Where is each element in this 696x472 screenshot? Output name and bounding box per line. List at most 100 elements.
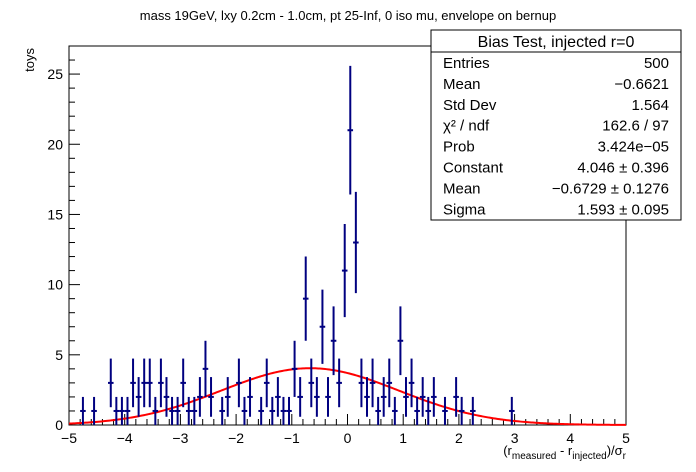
y-axis-label: toys — [22, 48, 37, 72]
x-tick-label: 4 — [566, 430, 574, 446]
data-point — [336, 358, 342, 408]
data-point — [325, 377, 331, 417]
x-tick-label: 1 — [399, 430, 407, 446]
stats-row-value: 4.046 ± 0.396 — [577, 160, 669, 177]
stats-row-value: −0.6729 ± 0.1276 — [552, 180, 669, 197]
x-axis-label-part: - r — [556, 443, 573, 458]
data-point — [314, 377, 320, 417]
x-tick-label: −5 — [61, 430, 77, 446]
x-tick-label: 3 — [511, 430, 519, 446]
data-point — [91, 396, 97, 425]
stats-row-value: 3.424e−05 — [598, 139, 669, 156]
data-point — [208, 377, 214, 417]
x-tick-label: 0 — [344, 430, 352, 446]
data-point — [263, 358, 270, 408]
data-point — [180, 358, 186, 408]
y-tick-label: 10 — [47, 277, 63, 293]
data-point — [241, 396, 248, 425]
x-axis-label-part: )/σ — [607, 443, 623, 458]
data-point — [286, 396, 292, 425]
data-point — [341, 224, 348, 318]
stats-row-value: 1.564 — [631, 97, 669, 114]
stats-row-value: 1.593 ± 0.095 — [577, 201, 669, 218]
stats-row-label: Prob — [443, 139, 475, 156]
data-point — [197, 377, 203, 417]
data-point — [219, 396, 225, 425]
data-point — [247, 377, 253, 417]
data-point — [113, 396, 120, 425]
data-point — [152, 396, 159, 425]
y-tick-label: 5 — [55, 347, 63, 363]
stats-row-label: Entries — [443, 55, 490, 72]
stats-row-label: Sigma — [443, 201, 486, 218]
data-point — [386, 358, 393, 408]
data-point — [319, 289, 326, 364]
data-point — [146, 358, 153, 408]
data-point — [364, 377, 370, 417]
stats-row-value: 500 — [644, 55, 669, 72]
stats-row-label: χ² / ndf — [443, 118, 490, 135]
data-point — [308, 358, 315, 408]
data-point — [174, 396, 181, 425]
data-point — [431, 377, 437, 417]
data-point — [458, 396, 465, 425]
y-tick-label: 15 — [47, 206, 63, 222]
data-point — [419, 377, 426, 417]
y-tick-label: 20 — [47, 136, 63, 152]
data-point — [358, 358, 365, 408]
data-point — [302, 256, 309, 341]
data-point — [119, 396, 125, 425]
x-tick-label: 2 — [455, 430, 463, 446]
data-point — [392, 396, 398, 425]
data-point — [397, 306, 404, 376]
x-tick-label: −1 — [284, 430, 300, 446]
x-tick-label: 5 — [622, 430, 630, 446]
data-point — [107, 358, 114, 408]
stats-row-value: −0.6621 — [614, 76, 669, 93]
data-point — [403, 377, 409, 417]
data-point — [280, 396, 287, 425]
x-axis-label-subscript: r — [623, 451, 627, 462]
x-tick-label: −4 — [117, 430, 133, 446]
stats-row-label: Constant — [443, 160, 504, 177]
gaussian-fit-curve — [68, 367, 627, 426]
data-point — [163, 377, 170, 417]
data-point — [453, 377, 459, 417]
data-point — [124, 396, 131, 425]
data-point — [130, 358, 136, 408]
data-point — [80, 396, 86, 425]
data-point — [275, 377, 281, 417]
x-tick-label: −3 — [172, 430, 188, 446]
data-point — [258, 396, 264, 425]
data-point — [408, 358, 415, 408]
data-point — [347, 65, 354, 195]
x-axis-label-part: (r — [503, 443, 512, 458]
data-point — [509, 396, 515, 425]
data-point — [425, 396, 432, 425]
data-point — [442, 396, 448, 425]
data-point — [291, 340, 298, 397]
data-point — [185, 396, 192, 425]
stats-row-value: 162.6 / 97 — [602, 118, 669, 135]
data-point — [202, 340, 209, 397]
data-point — [169, 396, 175, 425]
data-point — [353, 191, 359, 294]
x-tick-label: −2 — [228, 430, 244, 446]
data-point — [135, 377, 142, 417]
chart-title: mass 19GeV, lxy 0.2cm - 1.0cm, pt 25-Inf… — [140, 8, 556, 23]
data-point — [369, 358, 376, 408]
x-axis-label-subscript: injected — [572, 451, 606, 462]
data-point — [224, 377, 231, 417]
stats-row-label: Std Dev — [443, 97, 497, 114]
data-point — [236, 358, 242, 408]
x-axis-label: (rmeasured - rinjected)/σr — [503, 443, 626, 462]
stats-box-frame — [430, 29, 682, 221]
data-point — [330, 306, 337, 376]
y-tick-label: 25 — [47, 66, 63, 82]
x-axis-label-subscript: measured — [512, 451, 556, 462]
data-point — [158, 358, 164, 408]
stats-row-label: Mean — [443, 76, 481, 93]
data-point — [380, 377, 387, 417]
data-point — [269, 396, 276, 425]
